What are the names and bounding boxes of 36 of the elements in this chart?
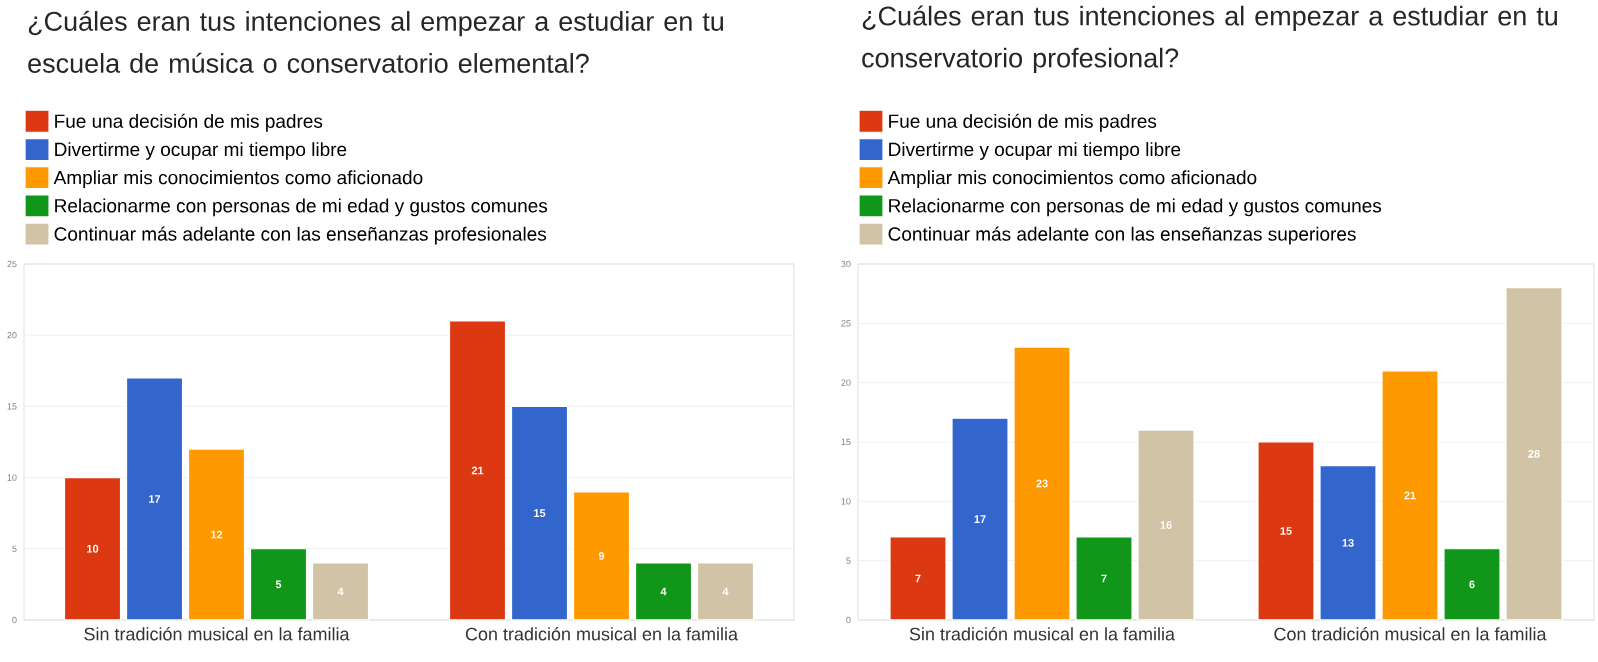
bar <box>125 377 184 621</box>
legend-label: Ampliar mis conocimientos como aficionado <box>887 170 1257 189</box>
legend-label: Fue una decisión de mis padres <box>55 113 323 132</box>
bar <box>1137 429 1195 621</box>
x-tick-label: Sin tradición musical en la familia <box>909 627 1175 641</box>
chart-title: ¿Cuáles eran tus intenciones al empezar a estudiar en tu conservatorio profesional? <box>862 5 1558 73</box>
bar <box>1505 287 1563 621</box>
bar <box>889 536 947 621</box>
legend-label: Divertirme y ocupar mi tiempo libre <box>55 142 347 160</box>
legend-label: Relacionarme con personas de mi edad y gustos comunes <box>889 198 1382 217</box>
x-tick-label: Con tradición musical en la familia <box>1274 627 1547 641</box>
bar <box>448 320 507 621</box>
bar <box>187 448 246 621</box>
bar <box>1013 346 1071 621</box>
legend-label: Relacionarme con personas de mi edad y gustos comunes <box>55 198 548 217</box>
bar <box>572 491 631 621</box>
bar <box>951 417 1009 621</box>
bar <box>311 562 370 621</box>
legend-label: Ampliar mis conocimientos como aficionado <box>53 170 423 189</box>
bar <box>634 562 693 621</box>
bar <box>63 476 122 621</box>
chart-title: ¿Cuáles eran tus intenciones al empezar a estudiar en tu escuela de música o conservatorio elemental? <box>28 10 724 73</box>
bar <box>510 405 569 621</box>
bar <box>249 548 308 621</box>
bar <box>1257 441 1315 621</box>
bar <box>1381 370 1439 621</box>
x-tick-label: Con tradición musical en la familia <box>465 627 739 641</box>
bar <box>1443 548 1501 621</box>
legend-label: Divertirme y ocupar mi tiempo libre <box>889 142 1181 160</box>
legend-label: Continuar más adelante con las enseñanzas superiores <box>888 226 1356 245</box>
legend-label: Fue una decisión de mis padres <box>889 113 1157 132</box>
bar <box>1319 465 1377 621</box>
bar <box>1075 536 1133 621</box>
legend-label: Continuar más adelante con las enseñanzas profesionales <box>54 226 547 245</box>
bar <box>696 562 755 621</box>
x-tick-label: Sin tradición musical en la familia <box>84 627 350 641</box>
